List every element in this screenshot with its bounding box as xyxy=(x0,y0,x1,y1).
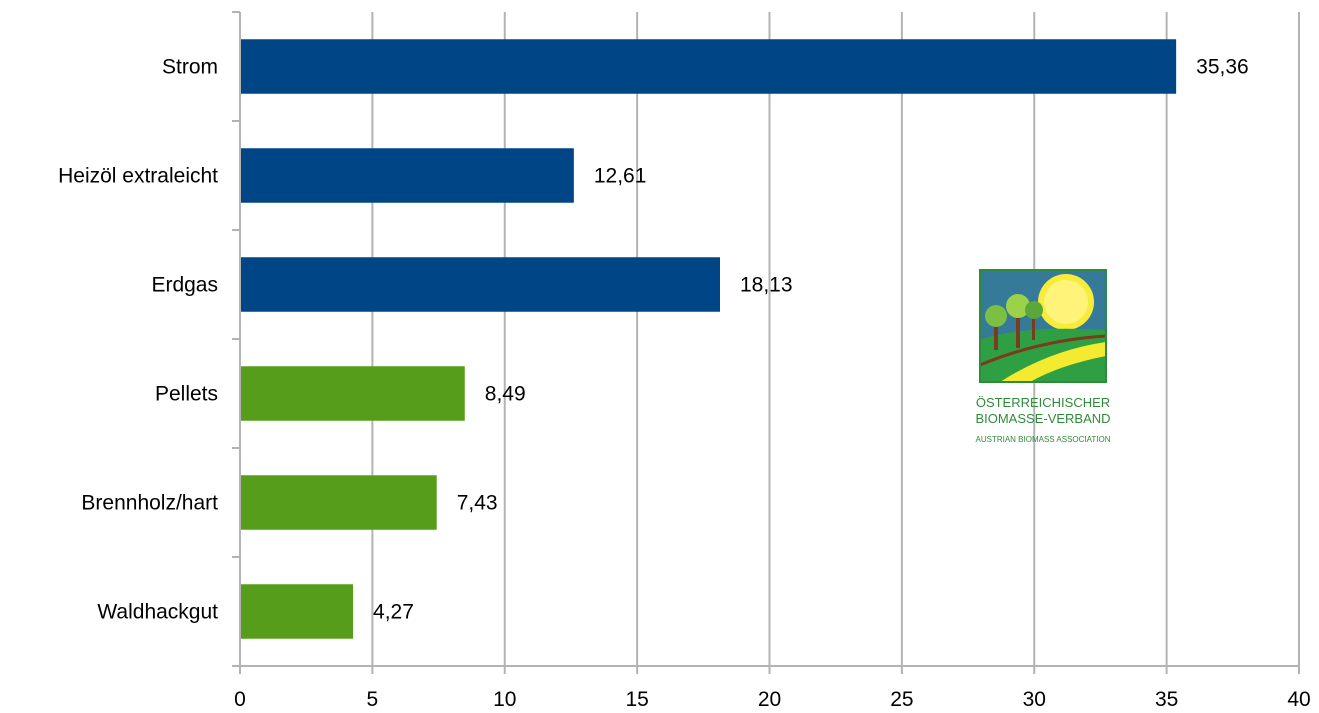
bar xyxy=(241,148,574,203)
axes xyxy=(232,11,1300,674)
x-tick-label: 0 xyxy=(234,688,246,711)
value-label: 8,49 xyxy=(485,383,526,406)
x-tick-label: 40 xyxy=(1287,688,1310,711)
bar xyxy=(241,39,1177,94)
x-tick-labels: 0 5 10 15 20 25 30 35 40 xyxy=(234,688,1311,711)
x-tick-label: 15 xyxy=(625,688,648,711)
x-tick-label: 10 xyxy=(493,688,516,711)
logo-picture xyxy=(979,269,1107,383)
x-tick-label: 5 xyxy=(367,688,379,711)
bar xyxy=(241,475,437,530)
category-label: Brennholz/hart xyxy=(81,492,218,515)
bar xyxy=(241,257,720,312)
bars xyxy=(241,39,1177,639)
logo-line-3: AUSTRIAN BIOMASS ASSOCIATION xyxy=(976,435,1111,444)
x-tick-label: 20 xyxy=(758,688,781,711)
x-tick-label: 35 xyxy=(1155,688,1178,711)
category-label: Strom xyxy=(162,56,218,79)
value-labels: 35,36 12,61 18,13 8,49 7,43 4,27 xyxy=(373,56,1249,624)
x-tick-label: 30 xyxy=(1023,688,1046,711)
biomass-logo: ÖSTERREICHISCHER BIOMASSE-VERBAND AUSTRI… xyxy=(975,269,1111,444)
value-label: 7,43 xyxy=(457,492,498,515)
category-label: Erdgas xyxy=(151,274,218,297)
x-tick-label: 25 xyxy=(890,688,913,711)
logo-line-1: ÖSTERREICHISCHER xyxy=(976,395,1110,410)
category-label: Waldhackgut xyxy=(97,601,218,624)
logo-line-2: BIOMASSE-VERBAND xyxy=(975,411,1110,426)
bar xyxy=(241,366,465,421)
value-label: 18,13 xyxy=(740,274,793,297)
gridlines xyxy=(371,12,1300,666)
value-label: 12,61 xyxy=(594,165,647,188)
bar xyxy=(241,584,354,639)
category-label: Heizöl extraleicht xyxy=(58,165,218,188)
category-labels: Strom Heizöl extraleicht Erdgas Pellets Bren… xyxy=(58,56,218,624)
category-label: Pellets xyxy=(155,383,218,406)
value-label: 4,27 xyxy=(373,601,414,624)
value-label: 35,36 xyxy=(1196,56,1249,79)
